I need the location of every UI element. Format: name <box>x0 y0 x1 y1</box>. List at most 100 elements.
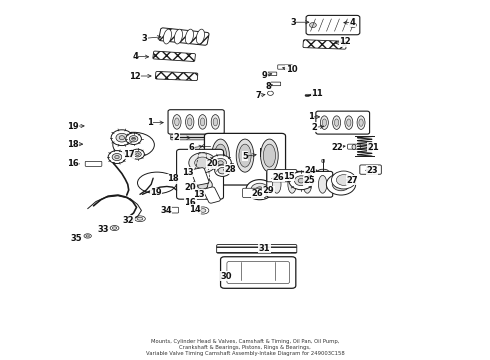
Circle shape <box>193 178 212 192</box>
Ellipse shape <box>359 119 363 126</box>
Circle shape <box>331 171 356 189</box>
Circle shape <box>111 130 133 145</box>
Ellipse shape <box>112 227 117 229</box>
Text: 16: 16 <box>67 159 79 168</box>
Circle shape <box>251 183 269 196</box>
FancyBboxPatch shape <box>171 135 217 140</box>
Ellipse shape <box>335 119 339 126</box>
Text: 8: 8 <box>265 82 271 91</box>
Circle shape <box>256 187 264 193</box>
Text: 25: 25 <box>304 176 316 185</box>
FancyBboxPatch shape <box>322 159 324 162</box>
Ellipse shape <box>320 116 328 129</box>
Text: Mounts, Cylinder Head & Valves, Camshaft & Timing, Oil Pan, Oil Pump,
Crankshaft: Mounts, Cylinder Head & Valves, Camshaft… <box>146 339 344 356</box>
Ellipse shape <box>236 139 254 172</box>
Circle shape <box>189 153 216 173</box>
Circle shape <box>136 153 139 156</box>
Ellipse shape <box>186 114 194 129</box>
Circle shape <box>108 150 126 163</box>
Text: 9: 9 <box>262 71 268 80</box>
Circle shape <box>218 167 227 174</box>
Circle shape <box>131 149 145 159</box>
Ellipse shape <box>174 118 179 126</box>
FancyBboxPatch shape <box>155 72 198 81</box>
Circle shape <box>116 133 128 142</box>
Ellipse shape <box>86 235 89 237</box>
Ellipse shape <box>272 175 281 193</box>
Ellipse shape <box>318 169 329 174</box>
Circle shape <box>246 180 273 200</box>
Text: 3: 3 <box>290 18 296 27</box>
Text: 26: 26 <box>251 189 263 198</box>
Text: 3: 3 <box>142 34 147 43</box>
Text: 4: 4 <box>349 18 355 27</box>
Ellipse shape <box>345 116 353 129</box>
Circle shape <box>218 161 223 165</box>
Ellipse shape <box>185 29 194 44</box>
Ellipse shape <box>197 207 209 214</box>
Text: 1: 1 <box>147 118 153 127</box>
Text: 19: 19 <box>150 188 162 197</box>
FancyBboxPatch shape <box>168 110 224 134</box>
Circle shape <box>289 172 314 190</box>
Ellipse shape <box>318 175 327 193</box>
Ellipse shape <box>333 116 341 129</box>
Text: 27: 27 <box>347 176 358 185</box>
Text: 14: 14 <box>189 205 201 214</box>
FancyBboxPatch shape <box>256 155 263 159</box>
Circle shape <box>112 153 122 161</box>
Ellipse shape <box>188 118 192 126</box>
Circle shape <box>215 165 230 176</box>
Ellipse shape <box>84 234 91 238</box>
Text: 19: 19 <box>67 122 79 131</box>
Ellipse shape <box>303 175 312 193</box>
Circle shape <box>134 152 141 157</box>
Text: 13: 13 <box>182 168 194 177</box>
Ellipse shape <box>137 217 143 220</box>
Circle shape <box>197 181 208 189</box>
Text: 16: 16 <box>184 198 196 207</box>
Ellipse shape <box>261 139 278 172</box>
Ellipse shape <box>173 114 181 129</box>
Text: 11: 11 <box>312 89 323 98</box>
Text: 4: 4 <box>132 52 138 61</box>
Text: 24: 24 <box>304 166 316 175</box>
Text: 2: 2 <box>173 133 179 142</box>
Ellipse shape <box>163 29 172 44</box>
Text: 13: 13 <box>193 190 204 199</box>
Text: 6: 6 <box>188 143 194 152</box>
Circle shape <box>270 170 287 183</box>
Ellipse shape <box>239 144 251 167</box>
Text: 32: 32 <box>123 216 135 225</box>
FancyBboxPatch shape <box>306 15 360 35</box>
Text: 26: 26 <box>272 173 284 182</box>
Ellipse shape <box>288 175 296 193</box>
FancyBboxPatch shape <box>267 171 333 197</box>
Circle shape <box>337 181 345 187</box>
Circle shape <box>298 179 304 183</box>
Ellipse shape <box>110 226 119 230</box>
Circle shape <box>132 137 136 140</box>
FancyBboxPatch shape <box>203 187 220 203</box>
Ellipse shape <box>198 114 207 129</box>
Text: 33: 33 <box>98 225 109 234</box>
FancyBboxPatch shape <box>269 82 281 86</box>
Circle shape <box>268 91 273 95</box>
Ellipse shape <box>200 118 205 126</box>
Text: 17: 17 <box>123 150 135 159</box>
FancyBboxPatch shape <box>191 168 209 185</box>
Ellipse shape <box>174 29 182 44</box>
FancyBboxPatch shape <box>153 51 196 62</box>
Ellipse shape <box>215 144 227 167</box>
FancyBboxPatch shape <box>360 165 381 174</box>
Ellipse shape <box>352 144 356 149</box>
Text: 20: 20 <box>184 183 196 192</box>
FancyBboxPatch shape <box>316 111 369 134</box>
Text: 29: 29 <box>263 186 274 195</box>
Circle shape <box>326 174 356 195</box>
Circle shape <box>215 158 226 167</box>
Circle shape <box>210 155 231 171</box>
Text: 15: 15 <box>283 172 295 181</box>
Circle shape <box>349 23 356 28</box>
Text: 18: 18 <box>67 140 79 149</box>
